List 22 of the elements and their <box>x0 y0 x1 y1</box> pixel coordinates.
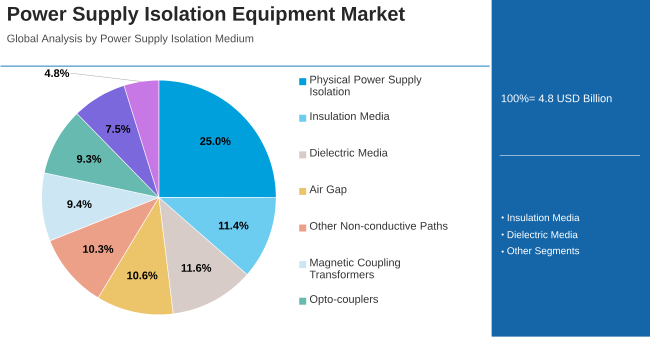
data-label: 10.6% <box>127 272 158 280</box>
legend-label: Insulation Media <box>310 112 390 120</box>
data-label: 7.5% <box>106 125 130 133</box>
legend-label: Dielectric Media <box>310 148 388 157</box>
data-label: 25.0% <box>200 137 231 146</box>
data-label: 10.3% <box>83 245 114 254</box>
text: Other Segments <box>507 247 580 256</box>
data-label: 9.4% <box>67 200 92 208</box>
legend-label: Magnetic Coupling Transformers <box>310 258 400 278</box>
chart-title: Power Supply Isolation Equipment Market <box>8 6 405 25</box>
data-label: 11.4% <box>218 222 248 230</box>
text: Dielectric Media <box>508 230 578 238</box>
chart-subtitle: Global Analysis by Power Supply Isolation Medium <box>7 34 254 45</box>
legend-label: Physical Power Supply Isolation <box>310 75 422 96</box>
text: Insulation Media <box>508 214 580 222</box>
text: 100%= 4.8 USD Billion <box>502 94 612 102</box>
legend-label: Opto-couplers <box>310 294 378 306</box>
data-label: 4.8% <box>44 69 70 78</box>
data-label: 9.3% <box>76 155 102 163</box>
legend-label: Other Non-conductive Paths <box>310 222 448 230</box>
data-label: 11.6% <box>182 264 212 272</box>
legend-label: Air Gap <box>309 185 346 196</box>
